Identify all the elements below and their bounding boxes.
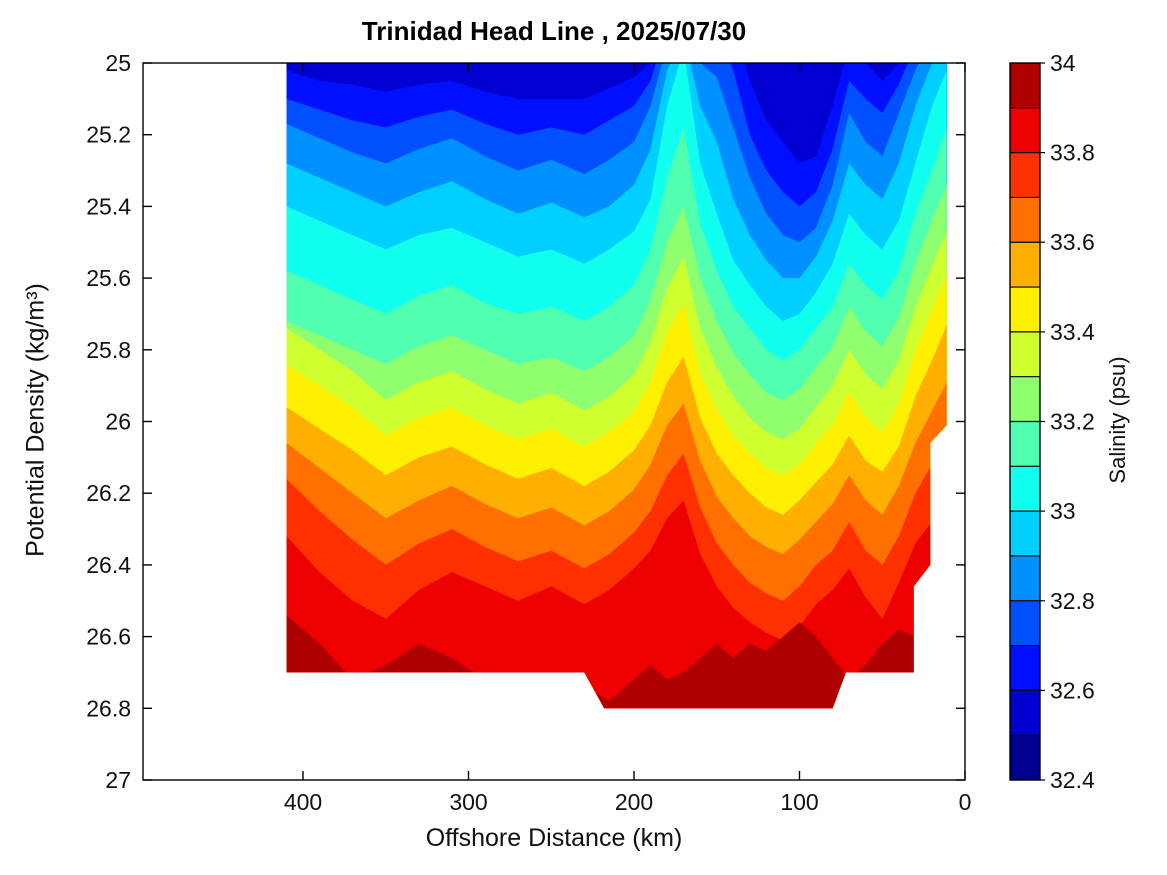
- colorbar: 32.4 32.6 32.8 33 33.2 33.4 33.6 33.8 34: [1009, 50, 1095, 793]
- contour-bands: [286, 63, 947, 709]
- y-tick-label: 26: [105, 409, 131, 435]
- y-tick-label: 26.4: [86, 552, 131, 578]
- colorbar-band: [1010, 287, 1040, 333]
- colorbar-tick-label: 32.8: [1050, 588, 1095, 614]
- colorbar-band: [1010, 600, 1040, 647]
- x-tick-label: 0: [959, 789, 972, 815]
- colorbar-tick-label: 33: [1050, 498, 1076, 524]
- axes: [142, 62, 966, 781]
- colorbar-band: [1010, 735, 1040, 781]
- y-tick-label: 25: [105, 50, 131, 76]
- x-axis-label: Offshore Distance (km): [425, 824, 683, 852]
- colorbar-tick-label: 33.4: [1050, 319, 1095, 345]
- colorbar-band: [1010, 421, 1040, 467]
- colorbar-band: [1010, 511, 1040, 557]
- colorbar-tick-label: 32.6: [1050, 677, 1095, 703]
- x-tick-label: 400: [284, 789, 322, 815]
- colorbar-band: [1010, 197, 1040, 243]
- y-tick-label: 25.2: [86, 122, 131, 148]
- colorbar-band: [1010, 690, 1040, 736]
- y-tick-label: 26.2: [86, 480, 131, 506]
- colorbar-label: Salinity (psu): [1105, 356, 1130, 484]
- plot-title: Trinidad Head Line , 2025/07/30: [361, 16, 747, 46]
- colorbar-band: [1010, 645, 1040, 691]
- colorbar-band: [1010, 107, 1040, 154]
- tick-labels: 400 300 200 100 0 25 25.2 25.4 25.6 25.8 26 26.2 26.…: [86, 50, 971, 815]
- y-tick-label: 25.6: [86, 265, 131, 291]
- y-tick-label: 27: [105, 767, 131, 793]
- x-tick-label: 200: [615, 789, 653, 815]
- y-tick-label: 26.6: [86, 624, 131, 650]
- colorbar-band: [1010, 331, 1040, 378]
- colorbar-band: [1010, 555, 1040, 602]
- colorbar-band: [1010, 376, 1040, 422]
- y-tick-label: 26.8: [86, 695, 131, 721]
- colorbar-tick-label: 34: [1050, 50, 1076, 76]
- colorbar-tick-label: 33.2: [1050, 409, 1095, 435]
- x-tick-label: 100: [780, 789, 818, 815]
- colorbar-band: [1010, 152, 1040, 198]
- y-axis-label: Potential Density (kg/m³): [21, 283, 50, 557]
- y-tick-label: 25.8: [86, 337, 131, 363]
- colorbar-tick-label: 33.6: [1050, 229, 1095, 255]
- colorbar-dividers: [1010, 107, 1040, 736]
- colorbar-band: [1010, 466, 1040, 512]
- y-tick-label: 25.4: [86, 193, 131, 219]
- colorbar-tick-label: 32.4: [1050, 767, 1095, 793]
- colorbar-band: [1010, 63, 1040, 109]
- x-tick-label: 300: [449, 789, 487, 815]
- colorbar-tick-label: 33.8: [1050, 140, 1095, 166]
- contour-band-33.8: [286, 493, 947, 709]
- contour-band-33.9: [286, 615, 947, 709]
- colorbar-band: [1010, 242, 1040, 288]
